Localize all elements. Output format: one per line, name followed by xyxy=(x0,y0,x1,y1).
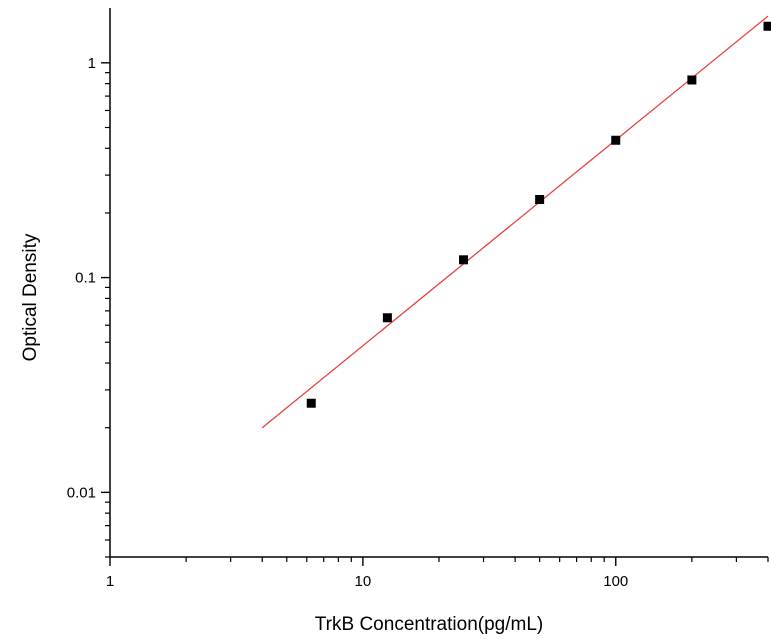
fit-lines xyxy=(261,15,769,429)
data-point xyxy=(687,75,697,85)
x-tick-labels: 1 10 100 xyxy=(106,573,628,590)
data-point xyxy=(611,135,621,145)
y-tick-label: 0.1 xyxy=(75,270,96,287)
data-point xyxy=(763,21,771,31)
y-tick-labels: 0.01 0.1 1 xyxy=(67,55,96,502)
y-tick-label: 0.01 xyxy=(67,484,96,501)
fit-line xyxy=(261,15,769,429)
minor-ticks xyxy=(105,72,769,562)
x-tick-label: 100 xyxy=(603,573,628,590)
x-tick-label: 10 xyxy=(355,573,372,590)
y-tick-label: 1 xyxy=(88,55,96,72)
data-point xyxy=(459,255,469,265)
y-axis-title: Optical Density xyxy=(20,233,41,361)
data-points xyxy=(306,21,771,408)
data-point xyxy=(535,194,545,204)
data-point xyxy=(382,313,392,323)
x-tick-label: 1 xyxy=(106,573,114,590)
data-point xyxy=(306,398,316,408)
major-ticks xyxy=(101,62,617,566)
x-axis-title: TrkB Concentration(pg/mL) xyxy=(315,614,543,635)
